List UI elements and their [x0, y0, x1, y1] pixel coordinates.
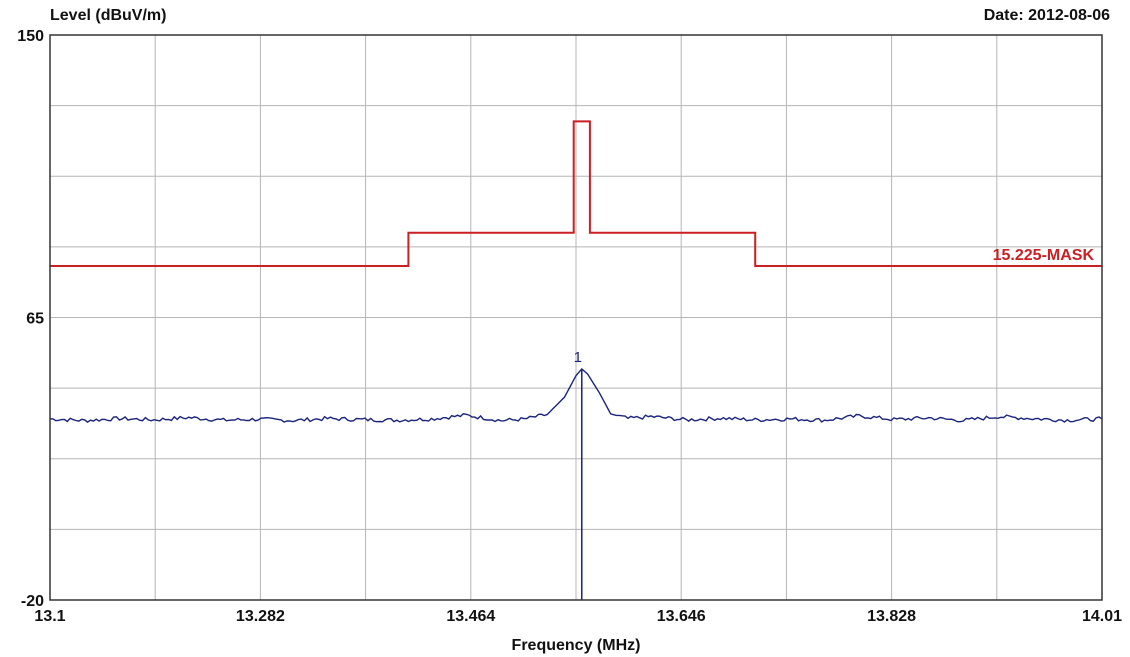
grid	[50, 35, 1102, 600]
y-tick-labels: 150 65 -20	[17, 28, 44, 610]
mask-line	[50, 120, 1102, 267]
x-tick-labels: 13.1 13.282 13.464 13.646 13.828 14.01	[34, 608, 1122, 625]
x-tick-label: 13.646	[657, 608, 706, 625]
mask-series-label: 15.225-MASK	[993, 247, 1095, 264]
measurement-trace	[49, 368, 1103, 423]
y-tick-label: -20	[21, 593, 44, 610]
x-axis-title: Frequency (MHz)	[512, 637, 641, 654]
x-tick-label: 13.1	[34, 608, 65, 625]
plot-frame	[49, 34, 1103, 601]
date-label: Date: 2012-08-06	[984, 7, 1110, 24]
x-tick-label: 13.828	[867, 608, 916, 625]
y-axis-title: Level (dBuV/m)	[50, 7, 166, 24]
y-tick-label: 150	[17, 28, 44, 45]
series-layer: 15.225-MASK 1	[49, 120, 1103, 600]
y-tick-label: 65	[26, 311, 44, 328]
x-tick-label: 14.01	[1082, 608, 1122, 625]
x-tick-label: 13.282	[236, 608, 285, 625]
marker-label: 1	[574, 349, 582, 366]
x-tick-label: 13.464	[446, 608, 495, 625]
